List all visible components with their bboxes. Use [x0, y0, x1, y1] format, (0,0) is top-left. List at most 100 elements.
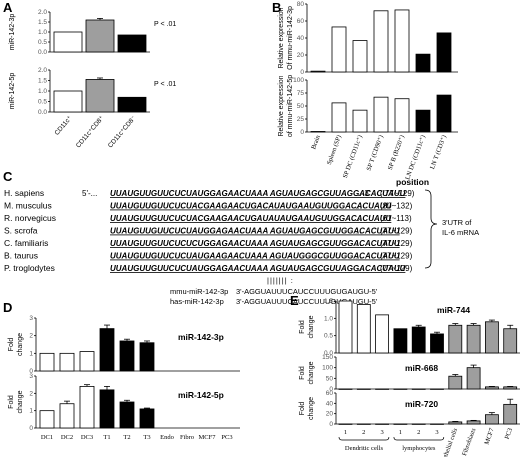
panel-e-category-label: 1	[344, 429, 347, 436]
species-name: B. taurus	[4, 251, 38, 261]
panel-d-series-name: miR-142-3p	[178, 332, 224, 342]
panel-a-ylabel: miR-142-5p	[9, 73, 16, 110]
panel-a-bar	[53, 31, 83, 53]
panel-d-bar	[59, 352, 75, 372]
panel-b: B 0 20 40 60 80 Relative expression Of mmu-miR-…	[272, 0, 458, 181]
species-name: M. musculus	[4, 201, 52, 211]
panel-e-category-label: 2	[417, 429, 420, 436]
panel-b-ylabel: Relative expression	[278, 75, 285, 136]
panel-b-category-label: Spleen (SP)	[326, 134, 343, 165]
base-pairing-lines: ||||||| :	[267, 276, 294, 285]
panel-b-bar	[394, 98, 410, 133]
panel-b-bar	[373, 96, 389, 133]
panel-b-y-tick-label: 20	[297, 52, 305, 59]
mirna-sequence: 3'-AGGUAUUUCAUCCUUUGUGAUGU-5'	[236, 287, 378, 296]
panel-e-ylabel: change	[308, 397, 315, 420]
panel-e-y-tick-label: 1.0	[324, 315, 333, 322]
panel-e-y-tick-label: 0	[329, 421, 333, 428]
panel-e-category-label: MCF7	[483, 427, 496, 446]
panel-d-bar	[99, 328, 115, 372]
species-name: R. norvegicus	[4, 213, 56, 223]
panel-b-category-label: Brain	[310, 134, 322, 151]
panel-e-y-tick-label: 100	[322, 365, 333, 372]
panel-d-bar	[139, 342, 155, 372]
panel-b-ylabel: Of mmu-miR-142-3p	[287, 6, 294, 70]
panel-b-bar	[415, 53, 431, 73]
panel-a: A 0.0 0.5 1.0 1.5 2.0 miR-142-3p P < .01 0.0 0.5 1…	[3, 0, 176, 149]
utr-sequence: UUAUGUUGUUCUCUAUGGAGAACUAAA AGUAUGAGCGUU…	[110, 264, 406, 273]
utr-bracket	[424, 189, 438, 269]
panel-e-bar	[375, 314, 390, 354]
panel-e-y-tick-label: 150	[322, 354, 333, 361]
panel-b-y-tick-label: 100	[293, 77, 304, 84]
mirna-name: has-miR-142-3p	[170, 297, 224, 306]
panel-d-y-tick-label: 0	[29, 425, 33, 432]
utr-sequence: UUAUGUUGUUCUCUCUGGAGAACUAAA AGUAUGAGCGUU…	[110, 239, 400, 248]
panel-a-category-label: CD11c⁺CD8⁺	[75, 114, 106, 149]
panel-letter-a: A	[3, 0, 13, 15]
panel-letter-e: E	[290, 293, 299, 308]
panel-e-ylabel: Fold	[299, 320, 306, 334]
panel-d-subplot: 0 1 2 3 Fold change miR-142-3p	[8, 315, 240, 375]
panel-b-bar	[331, 26, 347, 73]
panel-b-bar	[436, 94, 452, 133]
panel-d-category-label: Fibro	[180, 434, 194, 441]
panel-e-subplot: 0 50 100 150 Fold change miR-668	[299, 354, 520, 393]
panel-e-bar	[466, 420, 481, 425]
sequence-suffix: ...	[355, 227, 362, 236]
utr-sequence: UUAUGUUGUUCUCUAUGAAGAACUAAA AGUAUGGGCGUU…	[110, 252, 400, 261]
utr-label: IL-6 mRNA	[442, 228, 479, 237]
panel-b-bar	[352, 40, 368, 73]
panel-d-y-tick-label: 3	[29, 315, 33, 322]
panel-e-ylabel: change	[308, 361, 315, 384]
panel-a-bar	[85, 79, 115, 113]
panel-e-bar	[466, 324, 481, 354]
panel-a-y-tick-label: 2.0	[38, 9, 47, 16]
panel-d-bar	[119, 340, 135, 372]
panel-b-subplot: 0 25 50 75 100 Relative expression of mmu-miR-…	[278, 75, 458, 137]
panel-d-category-label: PC3	[221, 434, 232, 441]
panel-a-y-tick-label: 2.0	[38, 67, 47, 74]
utr-sequence: UUAUGUUGUUCUCUAUGGAGAACUAAA AGUAUGAGCGUU…	[110, 227, 400, 236]
panel-e-bar	[356, 304, 371, 354]
panel-d-ylabel: change	[17, 333, 24, 356]
panel-e-ylabel: Fold	[299, 402, 306, 416]
panel-b-ylabel: Relative expression	[278, 7, 285, 68]
panel-a-bar	[117, 96, 147, 113]
panel-letter-c: C	[3, 169, 13, 184]
panel-a-bar	[117, 34, 147, 53]
panel-d-category-label: DC2	[61, 434, 73, 441]
sequence-position: (77~129)	[380, 252, 413, 261]
panel-d-category-label: T3	[143, 434, 150, 441]
panel-b-category-label: LN DC (CD11c⁺)	[404, 134, 427, 180]
utr-label: 3'UTR of	[442, 218, 472, 227]
sequence-suffix: ...	[355, 264, 362, 273]
panel-d-y-tick-label: 3	[29, 373, 33, 380]
panel-e-bar	[503, 386, 518, 390]
panel-b-category-label: SP T (CD90⁺)	[366, 134, 385, 171]
panel-e-subplot: 0 20 40 60 Fold change miR-720	[299, 390, 520, 428]
utr-sequence: UUAUGUUGUUCUCUACGAAGAACUGAUAUAUGAAUGUUGG…	[110, 214, 392, 223]
mirna-sequence: 3'-AGGUAUUUCAUCCUUUGUGAUGU-5'	[236, 297, 378, 306]
panel-e-ylabel: Fold	[299, 366, 306, 380]
panel-e-y-tick-label: 40	[326, 400, 334, 407]
panel-e-category-label: 2	[362, 429, 365, 436]
panel-d-bar	[79, 351, 95, 372]
panel-e-bar	[411, 326, 426, 354]
mirna-name: mmu-miR-142-3p	[170, 287, 228, 296]
panel-a-ylabel: miR-142-3p	[9, 14, 16, 51]
sequence-position: (77~129)	[380, 227, 413, 236]
panel-d-y-tick-label: 0	[29, 368, 33, 375]
panel-b-category-label: SP B (B220⁺)	[387, 134, 406, 171]
group-label: lymphocytes	[402, 445, 436, 452]
panel-b-subplot: 0 20 40 60 80 Relative expression Of mmu-miR-1…	[278, 1, 458, 76]
panel-e-bar	[448, 375, 463, 390]
panel-e-y-tick-label: 0.5	[324, 333, 333, 340]
panel-d-ylabel: change	[17, 390, 24, 413]
panel-e-y-tick-label: 60	[326, 390, 334, 397]
sequence-suffix: ...-3'	[355, 189, 371, 198]
panel-e-bar	[484, 321, 499, 354]
